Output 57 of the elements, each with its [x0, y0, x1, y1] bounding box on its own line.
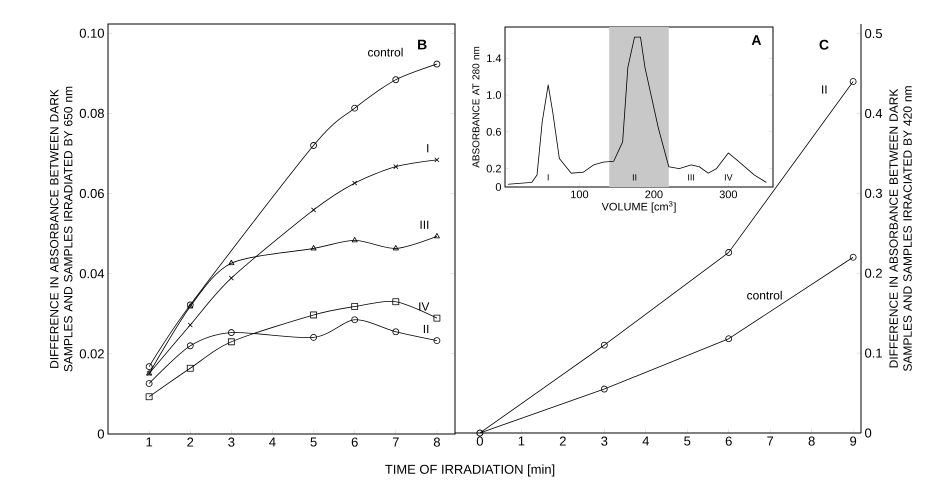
- annotation: II: [632, 174, 636, 180]
- series-label: II: [424, 324, 428, 334]
- y-tick-label: 0.2: [486, 164, 501, 172]
- annotation: IV: [724, 174, 733, 180]
- x-axis-title: VOLUME [cm$^{3}$]: [602, 201, 676, 213]
- x-tick-label: 3: [601, 436, 608, 446]
- y-tick-label: 0.2: [865, 268, 882, 278]
- x-tick-label: 6: [726, 436, 732, 446]
- y-tick-label: 0.5: [865, 28, 882, 38]
- series-label: IV: [419, 302, 430, 311]
- series-label: III: [420, 220, 428, 229]
- series-label: control: [368, 48, 403, 57]
- annotation: III: [688, 174, 694, 180]
- y-axis-title: DIFFERENCE IN ABSORBANCE BETWEEN DARK SAMPLES AND SAMPLES IRRADIATED BY 650 nm: [50, 86, 72, 372]
- y-tick-label: 0: [865, 428, 872, 438]
- x-tick-label: 8: [434, 438, 440, 447]
- y-tick-label: 0.02: [80, 349, 104, 358]
- series-label: I: [427, 144, 428, 152]
- x-tick-label: 1: [146, 438, 152, 446]
- y-tick-label: 0: [496, 183, 502, 191]
- y-tick-label: 0.04: [80, 269, 104, 278]
- series-label: II: [822, 85, 827, 94]
- y-tick-label: 0.1: [865, 348, 882, 358]
- x-tick-label: 1: [518, 436, 524, 446]
- x-tick-label: 0: [476, 436, 483, 446]
- x-tick-label: 7: [767, 436, 774, 446]
- x-tick-label: 4: [642, 436, 649, 446]
- annotation: I: [548, 174, 549, 180]
- x-tick-label: 3: [228, 438, 234, 447]
- text: B: [418, 40, 427, 50]
- y-tick-label: 0: [98, 429, 104, 439]
- x-tick-label: 4: [269, 438, 276, 446]
- x-tick-label: 2: [560, 436, 566, 446]
- x-tick-label: 5: [310, 438, 317, 447]
- x-tick-label: 200: [645, 190, 663, 198]
- x-tick-label: 300: [720, 190, 738, 198]
- x-axis-title: TIME OF IRRADIATION [min]: [385, 464, 554, 476]
- x-tick-label: 7: [392, 438, 399, 446]
- series-label: control: [747, 290, 782, 300]
- y-tick-label: 1.4: [487, 54, 502, 62]
- y-tick-label: 0.08: [80, 108, 104, 118]
- y-tick-label: 1.0: [487, 91, 502, 99]
- y-tick-label: 0.06: [80, 188, 104, 198]
- x-tick-label: 8: [808, 436, 815, 446]
- x-tick-label: 6: [352, 438, 358, 447]
- y-tick-label: 0.6: [486, 128, 502, 136]
- x-tick-label: 100: [571, 190, 588, 198]
- chart-title: A: [752, 35, 762, 45]
- x-tick-label: 5: [684, 436, 690, 446]
- y-tick-label: 0.3: [865, 188, 882, 198]
- y-axis-title: DIFFERENCE IN ABSORBANCE BETWEEN DARK SAMPLES AND SAMPLES IRRACIATED BY 420 nm: [889, 86, 912, 371]
- y-tick-label: 0.4: [865, 108, 882, 118]
- x-tick-label: 9: [850, 436, 856, 446]
- text: C: [820, 40, 829, 50]
- y-axis-title: ABSORBANCE AT 280 nm: [472, 46, 480, 168]
- x-tick-label: 2: [187, 438, 194, 447]
- y-tick-label: 0.10: [80, 28, 104, 38]
